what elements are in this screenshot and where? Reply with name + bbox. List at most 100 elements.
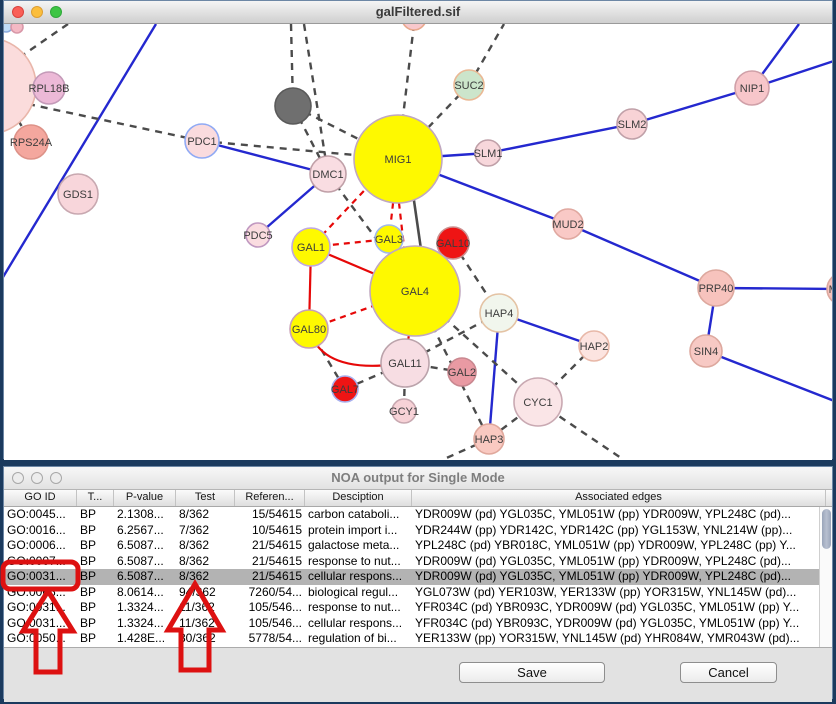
graph-node-GAL11[interactable] xyxy=(380,338,430,388)
graph-node-CYC1[interactable] xyxy=(513,377,563,427)
graph-node-GAL7[interactable] xyxy=(331,375,359,403)
graph-node-GDS1[interactable] xyxy=(57,173,99,215)
graph-node-label: HAP2 xyxy=(580,341,609,353)
graph-edge[interactable] xyxy=(292,104,399,161)
table-cell: GO:0006... xyxy=(7,538,66,552)
table-cell: GO:0050... xyxy=(7,631,66,645)
graph-node-NIP1[interactable] xyxy=(734,70,770,106)
column-header-go-id[interactable]: GO ID xyxy=(4,490,77,506)
graph-edge[interactable] xyxy=(567,222,717,290)
table-cell: cellular respons... xyxy=(308,569,403,583)
graph-node-label: GAL80 xyxy=(292,324,326,336)
graph-node-GAL3[interactable] xyxy=(374,224,404,254)
close-button[interactable] xyxy=(12,6,24,18)
graph-edge[interactable] xyxy=(396,24,416,160)
graph-node-label: HAP3 xyxy=(475,434,504,446)
table-row[interactable]: GO:0065... BP 8.0614... 94/362 7260/54... bio… xyxy=(4,584,832,600)
save-button[interactable]: Save xyxy=(459,662,605,683)
vertical-scrollbar[interactable] xyxy=(819,507,832,647)
column-header-associated-edges[interactable]: Associated edges xyxy=(412,490,826,506)
graph-node-HAP4[interactable] xyxy=(479,293,519,333)
minimize-button[interactable] xyxy=(31,6,43,18)
column-header-test[interactable]: Test xyxy=(176,490,235,506)
graph-node-label: SUC2 xyxy=(454,80,483,92)
graph-edge[interactable] xyxy=(201,139,329,176)
table-cell: BP xyxy=(80,600,97,614)
table-cell: BP xyxy=(80,507,97,521)
graph-node-PDC5[interactable] xyxy=(245,222,271,248)
graph-edge[interactable] xyxy=(4,24,158,282)
graph-node[interactable] xyxy=(402,24,426,31)
table-row[interactable]: GO:0016... BP 6.2567... 7/362 10/54615 protei… xyxy=(4,522,832,538)
column-header-desciption[interactable]: Desciption xyxy=(305,490,412,506)
table-row[interactable]: GO:0045... BP 2.1308... 8/362 15/54615 carbon… xyxy=(4,507,832,523)
table-body: GO:0045... BP 2.1308... 8/362 15/54615 carbon… xyxy=(4,507,832,647)
table-footer: Save Cancel xyxy=(4,647,832,702)
graph-node-GAL4[interactable] xyxy=(369,245,461,337)
zoom-button[interactable] xyxy=(50,472,62,484)
graph-edge[interactable] xyxy=(16,119,33,143)
graph-node-SLM2[interactable] xyxy=(616,108,648,140)
graph-edge[interactable] xyxy=(404,361,463,374)
graph-node-PDC1[interactable] xyxy=(184,123,220,159)
network-canvas[interactable]: RPL18B RPS24A GDS1 PDC1 PDC5 DMC1 SUC2 MIG1 SLM1… xyxy=(4,24,832,460)
graph-node-GAL80[interactable] xyxy=(289,309,329,349)
graph-node-PRP40[interactable] xyxy=(697,269,735,307)
graph-edge[interactable] xyxy=(631,86,753,126)
graph-edge[interactable] xyxy=(488,401,539,440)
graph-node-HAP2[interactable] xyxy=(578,330,610,362)
graph-node-MUD2[interactable] xyxy=(552,208,584,240)
graph-node-RPL18B[interactable] xyxy=(32,71,66,105)
graph-node-DMC1[interactable] xyxy=(309,155,347,193)
table-row[interactable]: GO:0031... BP 1.3324... 11/362 105/546... res… xyxy=(4,600,832,616)
graph-edge[interactable] xyxy=(310,158,395,248)
graph-node[interactable] xyxy=(10,24,24,34)
table-row[interactable]: GO:0031... BP 1.3324... 11/362 105/546... cel… xyxy=(4,615,832,631)
graph-node-GAL1[interactable] xyxy=(291,227,331,267)
minimize-button[interactable] xyxy=(31,472,43,484)
zoom-button[interactable] xyxy=(50,6,62,18)
table-cell: 7/362 xyxy=(179,522,210,537)
table-row[interactable]: GO:0050... BP 1.428E... 80/362 5778/54... reg… xyxy=(4,631,832,647)
table-cell: 5778/54... xyxy=(248,631,302,645)
column-header-referen-[interactable]: Referen... xyxy=(235,490,305,506)
graph-node-GAL2[interactable] xyxy=(447,357,477,387)
table-cell: 21/54615 xyxy=(251,553,302,568)
graph-node-GCY1[interactable] xyxy=(391,398,417,424)
graph-node-SIN4[interactable] xyxy=(689,334,723,368)
cancel-button[interactable]: Cancel xyxy=(680,662,777,683)
graph-node-SUC2[interactable] xyxy=(453,69,485,101)
table-cell: response to nut... xyxy=(308,600,401,614)
graph-window-titlebar[interactable]: galFiltered.sif xyxy=(4,1,832,24)
graph-edge[interactable] xyxy=(715,286,832,291)
graph-node-GAL10[interactable] xyxy=(436,226,470,260)
graph-edge[interactable] xyxy=(487,312,501,440)
graph-edge[interactable] xyxy=(467,24,506,86)
graph-edge[interactable] xyxy=(441,437,490,460)
graph-edge[interactable] xyxy=(27,102,203,143)
graph-node-MSL1[interactable] xyxy=(826,273,832,305)
table-row[interactable]: GO:0006... BP 6.5087... 8/362 21/54615 galact… xyxy=(4,538,832,554)
graph-edge[interactable] xyxy=(487,122,633,155)
graph-edge[interactable] xyxy=(201,139,399,161)
graph-node-RPS24A[interactable] xyxy=(13,124,49,160)
column-header-t-[interactable]: T... xyxy=(77,490,114,506)
scrollbar-thumb[interactable] xyxy=(821,509,831,549)
noa-window-titlebar[interactable]: NOA output for Single Mode xyxy=(4,467,832,490)
graph-edge[interactable] xyxy=(397,84,470,160)
table-row[interactable]: GO:0007... BP 6.5087... 8/362 21/54615 respon… xyxy=(4,553,832,569)
graph-node-label: PDC5 xyxy=(243,230,272,242)
table-cell: 21/54615 xyxy=(251,569,302,583)
graph-node-HAP3[interactable] xyxy=(473,423,505,455)
column-header-p-value[interactable]: P-value xyxy=(114,490,176,506)
table-row[interactable]: GO:0031... BP 6.5087... 8/362 21/54615 cellul… xyxy=(4,569,832,585)
graph-node-MIG1[interactable] xyxy=(353,114,443,204)
graph-node-label: MSL1 xyxy=(829,284,832,296)
table-cell: 94/362 xyxy=(179,584,216,599)
table-cell: 10/54615 xyxy=(251,522,302,537)
graph-node-label: GAL11 xyxy=(388,358,421,370)
close-button[interactable] xyxy=(12,472,24,484)
graph-edge[interactable] xyxy=(705,349,832,402)
graph-node-SLM1[interactable] xyxy=(474,139,502,167)
graph-node[interactable] xyxy=(274,87,312,125)
